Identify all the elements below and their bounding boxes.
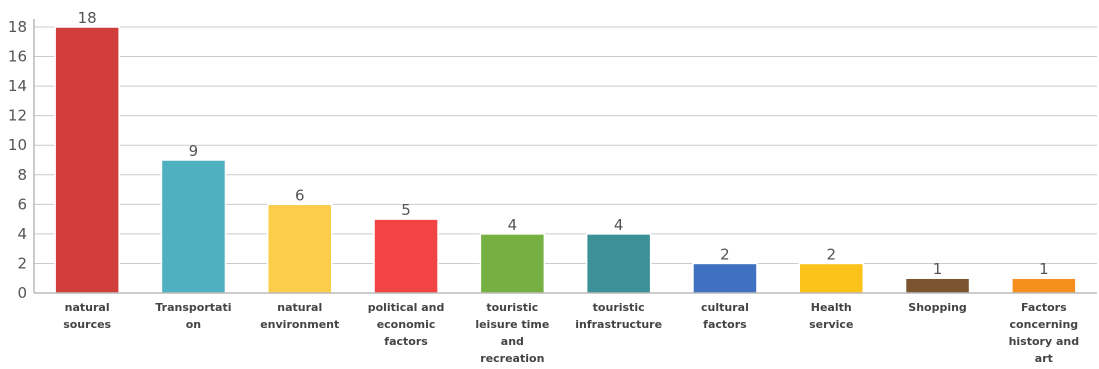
data-label: 1 [1039, 260, 1049, 278]
x-tick-label: natural [277, 301, 322, 314]
x-tick-label: Health [811, 301, 852, 314]
bar [267, 203, 333, 294]
x-tick-label: Transportati [155, 301, 231, 314]
data-label: 1 [933, 260, 943, 278]
y-tick-label: 8 [17, 166, 27, 184]
y-tick-label: 4 [17, 225, 27, 243]
y-tick-label: 2 [17, 254, 27, 272]
bar [798, 262, 864, 294]
bar [1011, 277, 1077, 294]
x-tick-label: economic [377, 318, 436, 331]
data-label: 18 [78, 9, 97, 27]
bar [373, 218, 439, 294]
x-tick-label: concerning [1010, 318, 1079, 331]
x-tick-label: recreation [480, 352, 544, 365]
x-tick-label: leisure time [475, 318, 549, 331]
y-axis-ticks: 0 2 4 6 8 10 12 14 16 18 [8, 18, 27, 302]
y-tick-label: 14 [8, 77, 27, 95]
data-label: 6 [295, 186, 305, 204]
x-tick-label: sources [63, 318, 111, 331]
bar [585, 233, 652, 294]
bars [54, 26, 1077, 294]
data-label: 2 [720, 245, 730, 263]
x-tick-label: touristic [486, 301, 538, 314]
bar [54, 26, 120, 294]
x-tick-label: history and [1009, 335, 1080, 348]
bar [160, 159, 227, 294]
y-tick-label: 0 [17, 284, 27, 302]
data-label: 4 [508, 216, 518, 234]
bar [692, 262, 758, 294]
data-label: 2 [826, 245, 836, 263]
y-tick-label: 6 [17, 195, 27, 213]
x-tick-label: cultural [701, 301, 749, 314]
y-tick-label: 18 [8, 18, 27, 36]
bar [904, 277, 971, 294]
category-labels: natural sources Transportati on natural envir… [63, 301, 1079, 365]
data-labels: 18 9 6 5 4 4 2 2 1 1 [78, 9, 1049, 278]
x-tick-label: touristic [593, 301, 645, 314]
x-tick-label: factors [384, 335, 428, 348]
x-tick-label: natural [65, 301, 110, 314]
x-tick-label: factors [703, 318, 747, 331]
x-tick-label: political and [368, 301, 445, 314]
bar [479, 233, 546, 294]
x-tick-label: on [186, 318, 201, 331]
y-tick-label: 16 [8, 48, 27, 66]
data-label: 4 [614, 216, 624, 234]
x-tick-label: Factors [1021, 301, 1067, 314]
x-tick-label: Shopping [908, 301, 967, 314]
y-tick-label: 12 [8, 107, 27, 125]
x-tick-label: infrastructure [575, 318, 662, 331]
x-tick-label: service [809, 318, 853, 331]
x-tick-label: art [1035, 352, 1053, 365]
y-tick-label: 10 [8, 136, 27, 154]
x-tick-label: and [501, 335, 524, 348]
x-tick-label: environment [260, 318, 339, 331]
data-label: 5 [401, 201, 411, 219]
data-label: 9 [189, 142, 199, 160]
